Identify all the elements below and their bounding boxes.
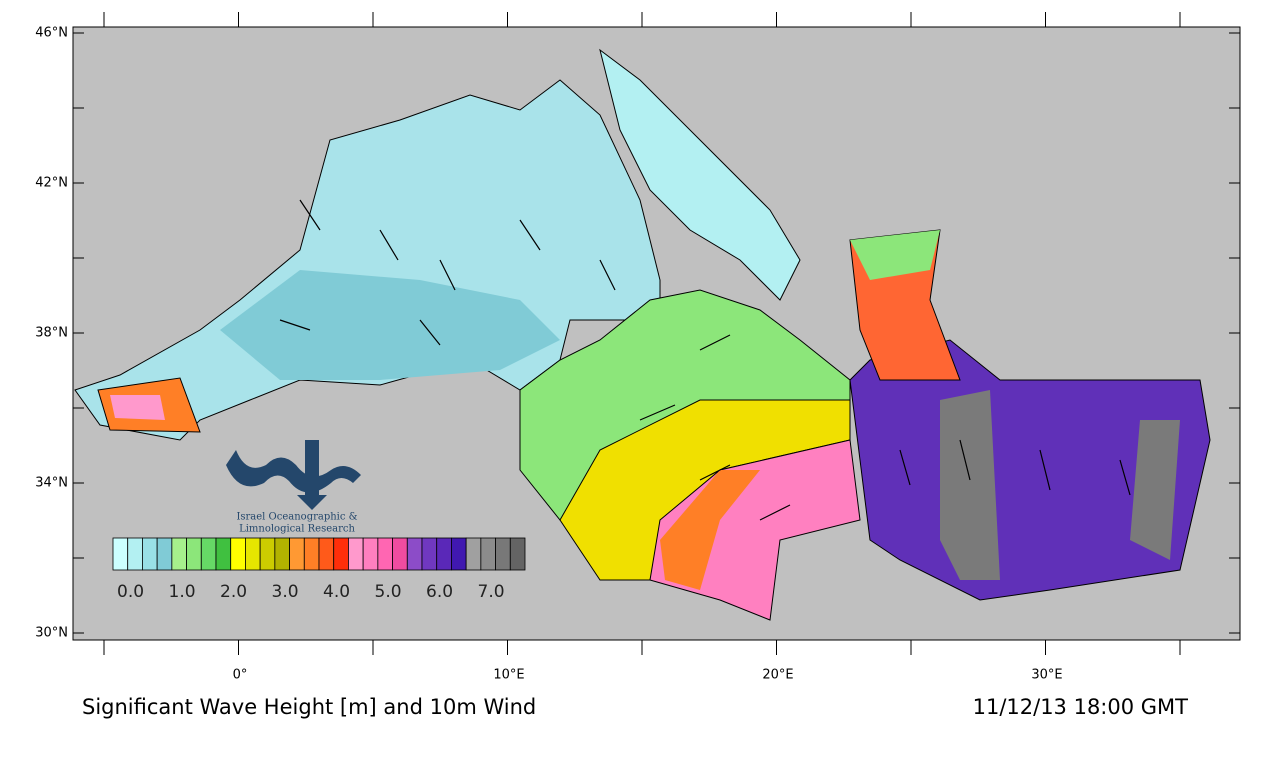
color-swatch: [480, 537, 496, 571]
color-swatch: [230, 537, 246, 571]
latitude-labels: 46°N 42°N 38°N 34°N 30°N: [35, 26, 1240, 641]
color-swatch: [215, 537, 232, 571]
color-swatch: [303, 537, 320, 571]
color-swatch: [421, 537, 438, 571]
color-swatch: [274, 537, 290, 571]
color-swatch: [259, 537, 276, 571]
colorbar-label: 3.0: [272, 582, 299, 602]
lon-label: 30°E: [1031, 668, 1062, 683]
lon-label: 10°E: [493, 668, 524, 683]
color-swatch: [509, 537, 526, 571]
logo: Israel Oceanographic & Limnological Rese…: [226, 440, 361, 535]
lat-label: 42°N: [35, 176, 68, 191]
timestamp: 11/12/13 18:00 GMT: [973, 695, 1189, 719]
lon-label: 20°E: [762, 668, 793, 683]
color-swatch: [156, 537, 173, 571]
color-swatch: [127, 537, 143, 571]
colorbar-label: 0.0: [117, 582, 144, 602]
color-swatch: [186, 537, 202, 571]
lat-label: 34°N: [35, 476, 68, 491]
color-swatch: [333, 537, 349, 571]
colorbar-label: 5.0: [375, 582, 402, 602]
lon-label: 0°: [233, 668, 248, 683]
logo-text: Limnological Research: [239, 524, 355, 535]
logo-text: Israel Oceanographic &: [236, 512, 357, 523]
color-swatch: [377, 537, 393, 571]
color-swatch: [289, 537, 305, 571]
color-swatch: [142, 537, 158, 571]
sea-fields: [74, 48, 1211, 621]
color-swatch: [436, 537, 452, 571]
colorbar-label: 4.0: [323, 582, 350, 602]
colorbar-label: 6.0: [426, 582, 453, 602]
color-swatch: [465, 537, 482, 571]
lat-label: 30°N: [35, 626, 68, 641]
color-swatch: [245, 537, 261, 571]
lat-label: 38°N: [35, 326, 68, 341]
color-swatch: [495, 537, 511, 571]
color-swatch: [112, 537, 129, 571]
lat-label: 46°N: [35, 26, 68, 41]
color-swatch: [451, 537, 467, 571]
color-swatch: [362, 537, 379, 571]
color-swatch: [406, 537, 423, 571]
color-swatch: [200, 537, 217, 571]
colorbar-label: 2.0: [220, 582, 247, 602]
colorbar-label: 7.0: [478, 582, 505, 602]
map-title: Significant Wave Height [m] and 10m Wind: [82, 695, 536, 719]
color-swatch: [392, 537, 408, 571]
colorbar: 0.0 1.0 2.0 3.0 4.0 5.0 6.0 7.0: [112, 537, 526, 602]
color-swatch: [171, 537, 187, 571]
color-swatch: [348, 537, 364, 571]
longitude-labels: 0° 10°E 20°E 30°E: [103, 12, 1181, 683]
wind-barbs: [279, 199, 1131, 521]
color-swatch: [318, 537, 335, 571]
colorbar-label: 1.0: [169, 582, 196, 602]
